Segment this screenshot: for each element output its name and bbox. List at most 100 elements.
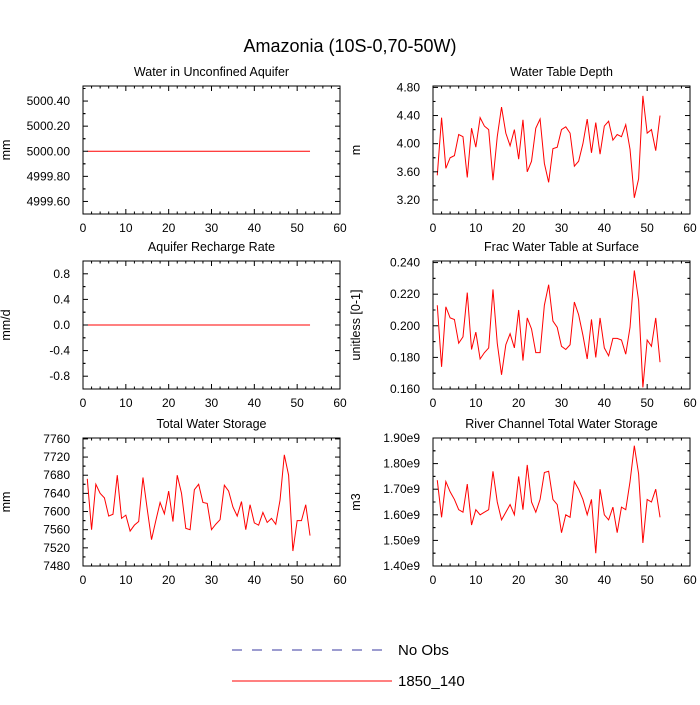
panel-total-water-storage: Total Water Storage 0 10 20 30 40 50 60 7480 7520…	[0, 417, 347, 587]
x-tick-label: 10	[119, 221, 133, 235]
x-tick-label: 40	[598, 396, 612, 410]
x-tick-label: 50	[290, 573, 304, 587]
x-tick-label: 10	[469, 573, 483, 587]
x-tick-label: 30	[555, 396, 569, 410]
series-line-1850-140	[86, 454, 311, 552]
x-tick-label: 10	[119, 573, 133, 587]
legend: No Obs 1850_140	[232, 642, 465, 690]
y-tick-label: 7720	[43, 450, 70, 464]
y-tick-label: 1.40e9	[383, 559, 420, 573]
panel-title: Total Water Storage	[156, 417, 266, 431]
y-tick-label: 3.60	[397, 165, 421, 179]
x-tick-label: 0	[80, 221, 87, 235]
y-tick-label: 5000.20	[27, 119, 71, 133]
y-axis-label: mm	[0, 492, 13, 513]
y-tick-label: 1.50e9	[383, 533, 420, 547]
figure-title: Amazonia (10S-0,70-50W)	[243, 36, 456, 56]
y-tick-label: 0.200	[390, 319, 420, 333]
x-tick-label: 60	[683, 396, 697, 410]
legend-label-no-obs: No Obs	[398, 642, 449, 659]
plot-frame	[432, 260, 691, 390]
y-tick-label: 1.80e9	[383, 457, 420, 471]
x-tick-label: 30	[205, 221, 219, 235]
x-tick-label: 30	[555, 573, 569, 587]
y-tick-label: 0.240	[390, 256, 420, 270]
y-tick-label: 0.8	[53, 267, 70, 281]
y-tick-label: 1.90e9	[383, 431, 420, 445]
x-tick-label: 40	[598, 221, 612, 235]
x-tick-label: 0	[430, 221, 437, 235]
y-tick-label: 4.40	[397, 109, 421, 123]
x-tick-label: 10	[469, 396, 483, 410]
y-axis-label: mm	[0, 140, 13, 161]
legend-label-1850-140: 1850_140	[398, 673, 465, 690]
x-tick-label: 60	[333, 573, 347, 587]
x-tick-label: 10	[469, 221, 483, 235]
x-tick-label: 40	[598, 573, 612, 587]
y-tick-label: 4999.60	[27, 194, 71, 208]
x-tick-label: 60	[333, 396, 347, 410]
x-tick-label: 40	[248, 396, 262, 410]
y-tick-label: 0.220	[390, 287, 420, 301]
y-tick-label: 7760	[43, 432, 70, 446]
panel-aquifer-recharge-rate: Aquifer Recharge Rate 0 10 20 30 40 50 60 -0.8 -0…	[0, 240, 347, 410]
series-line-1850-140	[436, 270, 661, 388]
x-tick-label: 20	[512, 396, 526, 410]
y-tick-label: 3.20	[397, 193, 421, 207]
y-tick-label: 7680	[43, 468, 70, 482]
y-tick-label: -0.4	[49, 344, 70, 358]
x-tick-label: 60	[683, 221, 697, 235]
x-tick-label: 50	[290, 396, 304, 410]
y-tick-label: 1.70e9	[383, 482, 420, 496]
x-tick-label: 60	[683, 573, 697, 587]
y-tick-label: 0.0	[53, 318, 70, 332]
x-tick-label: 40	[248, 221, 262, 235]
y-tick-label: 0.180	[390, 350, 420, 364]
y-tick-label: 7520	[43, 541, 70, 555]
y-axis-label: m3	[349, 493, 363, 510]
y-axis-label: unitless [0-1]	[349, 290, 363, 361]
panel-title: Frac Water Table at Surface	[484, 240, 639, 254]
x-tick-label: 0	[430, 396, 437, 410]
y-axis-label: m	[349, 145, 363, 155]
y-tick-label: 4999.80	[27, 169, 71, 183]
x-tick-label: 30	[205, 396, 219, 410]
plot-frame	[82, 85, 341, 215]
series-line-1850-140	[436, 95, 661, 198]
x-tick-label: 20	[162, 221, 176, 235]
x-tick-label: 50	[640, 221, 654, 235]
x-tick-label: 30	[555, 221, 569, 235]
y-tick-label: 5000.00	[27, 144, 71, 158]
panel-frac-water-table-at-surface: Frac Water Table at Surface 0 10 20 30 40 50 60…	[349, 240, 697, 410]
x-tick-label: 20	[162, 573, 176, 587]
y-tick-label: 7600	[43, 505, 70, 519]
x-tick-label: 20	[162, 396, 176, 410]
y-tick-label: 7560	[43, 523, 70, 537]
x-tick-label: 0	[80, 573, 87, 587]
y-tick-label: 4.80	[397, 80, 421, 94]
panel-water-table-depth: Water Table Depth 0 10 20 30 40 50 60 3.20 3.60 4.…	[349, 65, 697, 235]
x-tick-label: 40	[248, 573, 262, 587]
panel-title: Aquifer Recharge Rate	[148, 240, 275, 254]
y-tick-label: -0.8	[49, 369, 70, 383]
panels: Water in Unconfined Aquifer 0 10 20 30 40 50 60…	[0, 65, 697, 587]
y-tick-label: 4.00	[397, 137, 421, 151]
x-tick-label: 50	[640, 396, 654, 410]
panel-title: River Channel Total Water Storage	[465, 417, 658, 431]
x-tick-label: 20	[512, 221, 526, 235]
x-tick-label: 50	[640, 573, 654, 587]
panel-water-in-unconfined-aquifer: Water in Unconfined Aquifer 0 10 20 30 40 50 60…	[0, 65, 347, 235]
x-tick-label: 0	[430, 573, 437, 587]
y-tick-label: 7640	[43, 486, 70, 500]
series-line-1850-140	[436, 445, 661, 554]
y-tick-label: 1.60e9	[383, 508, 420, 522]
plot-frame	[82, 437, 341, 567]
plot-frame	[432, 85, 691, 215]
x-tick-label: 0	[80, 396, 87, 410]
y-axis-label: mm/d	[0, 309, 13, 340]
y-tick-label: 5000.40	[27, 94, 71, 108]
y-tick-label: 0.160	[390, 382, 420, 396]
x-tick-label: 30	[205, 573, 219, 587]
